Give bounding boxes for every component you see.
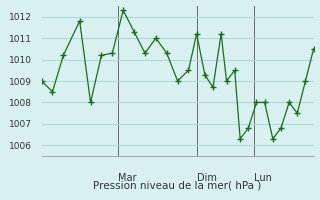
Text: Mar: Mar [118, 173, 136, 183]
Text: Lun: Lun [254, 173, 272, 183]
X-axis label: Pression niveau de la mer( hPa ): Pression niveau de la mer( hPa ) [93, 181, 262, 191]
Text: Dim: Dim [196, 173, 217, 183]
